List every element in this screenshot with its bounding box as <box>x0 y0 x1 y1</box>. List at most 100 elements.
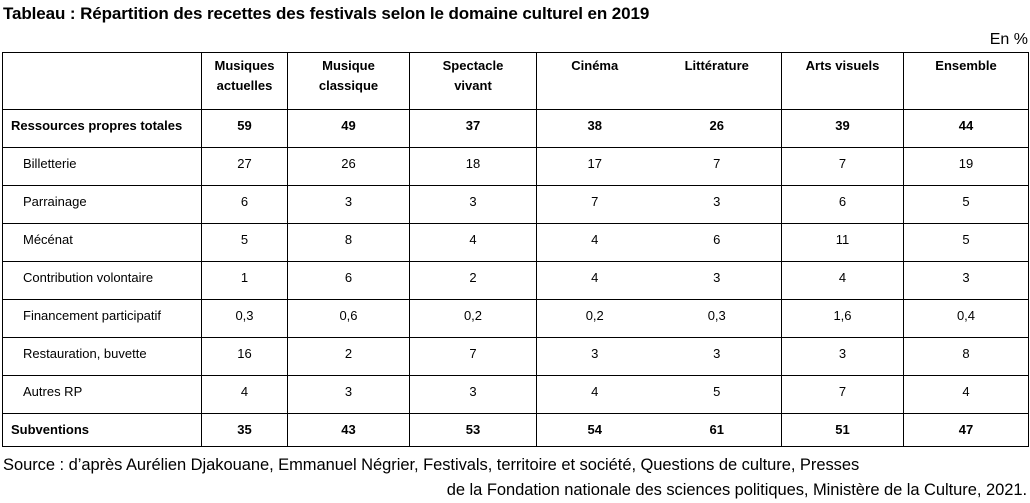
table-cell: 4 <box>536 261 653 300</box>
table-cell: 39 <box>781 109 904 148</box>
source-note: Source : d’après Aurélien Djakouane, Emm… <box>3 453 1027 503</box>
table-cell: 3 <box>652 261 782 300</box>
table-cell: 27 <box>201 147 288 186</box>
table-cell: 35 <box>201 413 288 447</box>
column-header: Musiques actuelles <box>201 52 288 110</box>
table-cell: 7 <box>781 147 904 186</box>
row-label: Mécénat <box>2 223 202 262</box>
unit-label: En % <box>989 31 1028 48</box>
table-cell: 26 <box>652 109 782 148</box>
table-row: Autres RP 4 3 3 4 5 7 4 <box>2 375 1029 414</box>
table-cell: 4 <box>409 223 537 262</box>
table-cell: 3 <box>903 261 1029 300</box>
table-cell: 6 <box>201 185 288 224</box>
table-cell: 18 <box>409 147 537 186</box>
table-cell: 4 <box>536 223 653 262</box>
column-header-line1: Cinéma <box>571 58 619 73</box>
table-cell: 3 <box>652 185 782 224</box>
table-row: Contribution volontaire 1 6 2 4 3 4 3 <box>2 261 1029 300</box>
column-header-line2: actuelles <box>216 78 273 93</box>
table-cell: 3 <box>409 185 537 224</box>
table-cell: 7 <box>781 375 904 414</box>
row-label: Financement participatif <box>2 299 202 338</box>
table-cell: 0,2 <box>409 299 537 338</box>
table-cell: 6 <box>781 185 904 224</box>
table-cell: 16 <box>201 337 288 376</box>
table-cell: 44 <box>903 109 1029 148</box>
table-cell: 38 <box>536 109 653 148</box>
table-cell: 0,2 <box>536 299 653 338</box>
column-header-line2: classique <box>318 78 379 93</box>
table-cell: 59 <box>201 109 288 148</box>
table-cell: 3 <box>652 337 782 376</box>
row-label: Ressources propres totales <box>2 109 202 148</box>
column-header: Arts visuels <box>781 52 904 110</box>
table-cell: 4 <box>536 375 653 414</box>
table-row: Restauration, buvette 16 2 7 3 3 3 8 <box>2 337 1029 376</box>
table-cell: 1 <box>201 261 288 300</box>
table-cell: 0,3 <box>201 299 288 338</box>
table-cell: 7 <box>536 185 653 224</box>
table-cell: 19 <box>903 147 1029 186</box>
table-cell: 5 <box>903 185 1029 224</box>
table-cell: 6 <box>652 223 782 262</box>
table-row: Financement participatif 0,3 0,6 0,2 0,2… <box>2 299 1029 338</box>
table-cell: 2 <box>409 261 537 300</box>
table-cell: 17 <box>536 147 653 186</box>
table-cell: 54 <box>536 413 653 447</box>
column-header: Musique classique <box>287 52 410 110</box>
table-cell: 51 <box>781 413 904 447</box>
row-label: Subventions <box>2 413 202 447</box>
table-cell: 7 <box>409 337 537 376</box>
table-cell: 26 <box>287 147 410 186</box>
table-row: Ressources propres totales 59 49 37 38 2… <box>2 109 1029 148</box>
column-header-line1: Spectacle <box>442 58 504 73</box>
source-line-2: de la Fondation nationale des sciences p… <box>446 481 1027 499</box>
column-header: Cinéma <box>536 52 653 110</box>
table-cell: 5 <box>903 223 1029 262</box>
table-cell: 3 <box>536 337 653 376</box>
row-label: Contribution volontaire <box>2 261 202 300</box>
table-title: Tableau : Répartition des recettes des f… <box>3 4 650 23</box>
table-cell: 8 <box>287 223 410 262</box>
column-header-line2: vivant <box>454 78 492 93</box>
table-cell: 3 <box>287 185 410 224</box>
column-header-line1: Musique <box>322 58 375 73</box>
table-cell: 49 <box>287 109 410 148</box>
table-cell: 2 <box>287 337 410 376</box>
table-cell: 3 <box>287 375 410 414</box>
table-row: Billetterie 27 26 18 17 7 7 19 <box>2 147 1029 186</box>
table-cell: 4 <box>201 375 288 414</box>
table-cell: 53 <box>409 413 537 447</box>
table-cell: 5 <box>201 223 288 262</box>
table-row: Subventions 35 43 53 54 61 51 47 <box>2 413 1029 447</box>
source-line-1: Source : d’après Aurélien Djakouane, Emm… <box>3 456 860 474</box>
table-cell: 5 <box>652 375 782 414</box>
table-cell: 11 <box>781 223 904 262</box>
column-header: Littérature <box>652 52 782 110</box>
column-header-line1: Littérature <box>684 58 749 73</box>
column-header: Spectacle vivant <box>409 52 537 110</box>
column-header-line1: Arts visuels <box>805 58 880 73</box>
table-cell: 4 <box>903 375 1029 414</box>
table-cell: 43 <box>287 413 410 447</box>
column-header-line1: Musiques <box>214 58 275 73</box>
table-cell: 8 <box>903 337 1029 376</box>
table-cell: 0,4 <box>903 299 1029 338</box>
table-cell: 3 <box>781 337 904 376</box>
table-cell: 4 <box>781 261 904 300</box>
table-cell: 0,3 <box>652 299 782 338</box>
table-cell: 7 <box>652 147 782 186</box>
column-header-line1: Ensemble <box>935 58 997 73</box>
table-cell: 61 <box>652 413 782 447</box>
row-label: Autres RP <box>2 375 202 414</box>
header-row: Musiques actuelles Musique classique Spe… <box>2 52 1029 110</box>
table-cell: 37 <box>409 109 537 148</box>
table-row: Parrainage 6 3 3 7 3 6 5 <box>2 185 1029 224</box>
table-cell: 6 <box>287 261 410 300</box>
row-label: Parrainage <box>2 185 202 224</box>
table-row: Mécénat 5 8 4 4 6 11 5 <box>2 223 1029 262</box>
table-cell: 1,6 <box>781 299 904 338</box>
table-cell: 47 <box>903 413 1029 447</box>
column-header: Ensemble <box>903 52 1029 110</box>
